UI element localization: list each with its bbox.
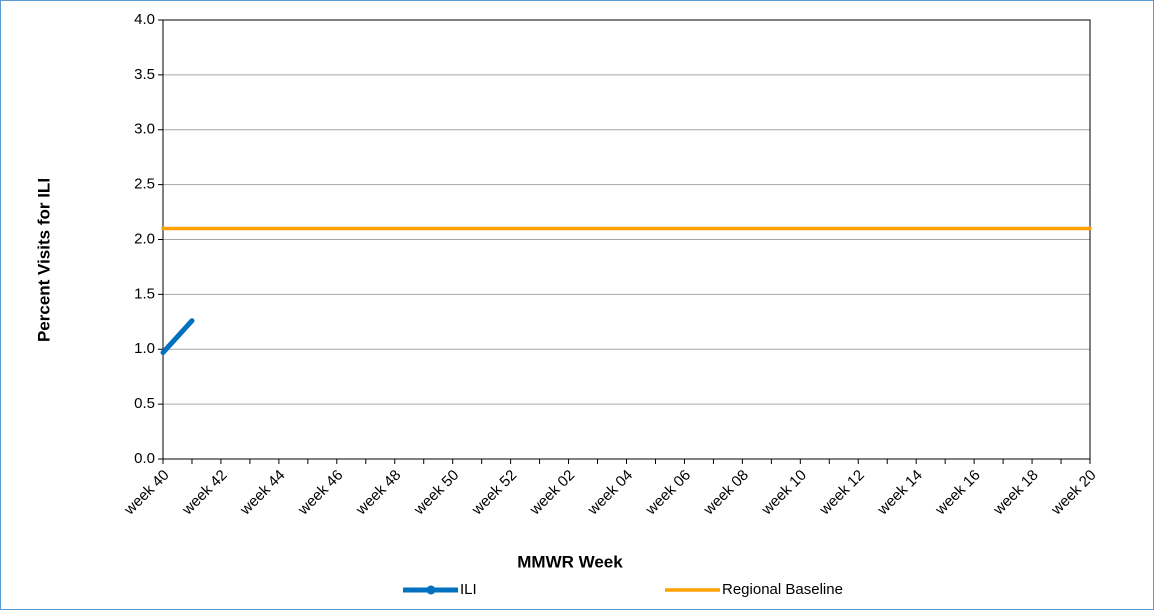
- y-tick-label: 4.0: [134, 11, 155, 28]
- y-axis-title: Percent Visits for ILI: [34, 178, 53, 342]
- y-tick-label: 1.5: [134, 285, 155, 302]
- legend-label: ILI: [460, 581, 477, 598]
- x-axis-title: MMWR Week: [517, 552, 623, 571]
- y-tick-label: 0.0: [134, 450, 155, 467]
- series-line: [160, 318, 195, 356]
- legend-marker: [426, 585, 436, 595]
- y-tick-label: 0.5: [134, 395, 155, 412]
- y-tick-label: 2.5: [134, 176, 155, 193]
- y-tick-label: 1.0: [134, 340, 155, 357]
- y-tick-label: 3.5: [134, 66, 155, 83]
- y-tick-label: 2.0: [134, 230, 155, 247]
- y-tick-label: 3.0: [134, 121, 155, 138]
- legend-label: Regional Baseline: [722, 581, 843, 598]
